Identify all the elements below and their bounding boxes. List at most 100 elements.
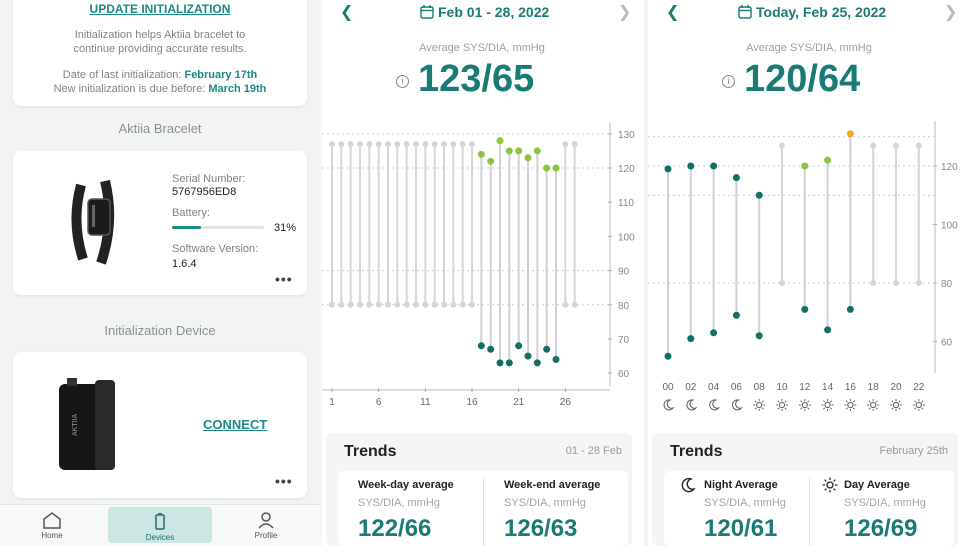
sun-ray [761,407,764,410]
moon-icon [681,477,696,493]
battery-bar [172,226,264,229]
sun-ray [823,400,826,403]
serial-number-label: Serial Number: [172,173,246,185]
sun-ray [800,407,803,410]
placeholder-point [562,141,569,148]
sun-ray [868,407,871,410]
trends-card: Night Average SYS/DIA, mmHg 120/61 Day A… [664,471,954,546]
sun-ray [777,400,780,403]
date-range[interactable]: Feb 01 - 28, 2022 [438,4,550,20]
x-tick-label: 04 [708,382,720,393]
weekend-title: Week-end average [504,479,601,491]
placeholder-point [870,142,877,149]
diastolic-point [801,305,809,313]
average-label: Average SYS/DIA, mmHg [746,42,872,54]
average-value: 123/65 [418,58,535,100]
placeholder-point [329,301,335,308]
sun-icon [892,401,900,409]
info-icon[interactable]: i [396,75,409,88]
diastolic-point [524,352,532,360]
diastolic-point [515,342,523,350]
nav-devices[interactable]: Devices [108,507,212,543]
placeholder-point [329,141,335,148]
y-tick-label: 120 [941,162,958,173]
placeholder-point [915,142,922,149]
previous-day-button[interactable]: ❮ [666,4,680,21]
x-tick-label: 18 [868,382,880,393]
sun-ray [921,407,924,410]
connect-button[interactable]: CONNECT [203,417,268,432]
sun-icon [822,477,838,493]
sun-ray [868,400,871,403]
x-tick-label: 26 [560,397,572,405]
info-icon[interactable]: i [722,75,735,88]
placeholder-point [347,301,354,308]
update-initialization-link[interactable]: UPDATE INITIALIZATION [89,2,231,16]
svg-text:AKTIIA: AKTIIA [72,413,79,436]
sun-icon [801,401,808,409]
x-tick-label: 10 [776,382,788,393]
bracelet-more-button[interactable]: ••• [275,271,293,287]
sun-ray [807,400,810,403]
sun-ray [898,407,901,410]
night-unit: SYS/DIA, mmHg [704,497,786,509]
y-tick-label: 110 [618,198,634,209]
diastolic-point [552,355,560,363]
device-icon [155,513,165,530]
nav-profile[interactable]: Profile [214,505,318,546]
trends-section: Trends 01 - 28 Feb Week-day average SYS/… [326,433,632,546]
battery-value: 31% [274,222,297,234]
systolic-point [732,174,740,182]
moon-icon [731,399,744,411]
trends-range: 01 - 28 Feb [565,445,622,457]
placeholder-point [338,141,345,148]
placeholder-point [385,301,391,308]
x-tick-label: 6 [376,397,382,405]
battery-label: Battery: [172,207,210,219]
serial-number-value: 5767956ED8 [172,186,237,198]
sun-ray [898,400,901,403]
systolic-point [487,157,495,165]
placeholder-point [422,141,429,148]
systolic-point [846,130,854,138]
sun-ray [852,407,855,410]
sun-icon [847,401,854,409]
initialization-description: Initialization helps Aktiia bracelet to … [73,29,247,55]
placeholder-point [459,301,466,308]
last-initialization: Date of last initialization: February 17… [62,69,258,81]
placeholder-point [893,142,899,149]
weekday-title: Week-day average [358,479,454,491]
diastolic-point [543,345,551,353]
systolic-point [664,165,672,173]
sun-icon [915,401,922,409]
sun-ray [807,407,810,410]
sun-icon [778,401,786,409]
diastolic-point [710,329,718,337]
calendar-icon [738,5,752,19]
x-tick-label: 08 [754,382,766,393]
nav-home[interactable]: Home [0,505,104,546]
systolic-point [496,137,504,145]
weekday-value: 122/66 [358,515,432,542]
next-day-button[interactable]: ❯ [944,4,958,21]
sun-ray [830,407,833,410]
night-value: 120/61 [704,515,778,542]
device-more-button[interactable]: ••• [275,473,293,489]
systolic-point [824,156,832,164]
placeholder-point [915,280,922,287]
placeholder-point [413,301,419,308]
previous-month-button[interactable]: ❮ [340,4,354,21]
systolic-point [477,150,485,158]
sun-ray [891,400,894,403]
sun-ray [784,407,787,410]
systolic-point [552,164,560,172]
placeholder-point [422,301,429,308]
moon-icon [663,399,675,411]
next-month-button[interactable]: ❯ [618,4,632,21]
sun-ray [754,407,757,410]
day-title: Day Average [844,479,910,491]
placeholder-point [571,301,578,308]
date-label[interactable]: Today, Feb 25, 2022 [756,4,887,20]
y-tick-label: 80 [941,279,953,290]
weekday-unit: SYS/DIA, mmHg [358,497,440,509]
